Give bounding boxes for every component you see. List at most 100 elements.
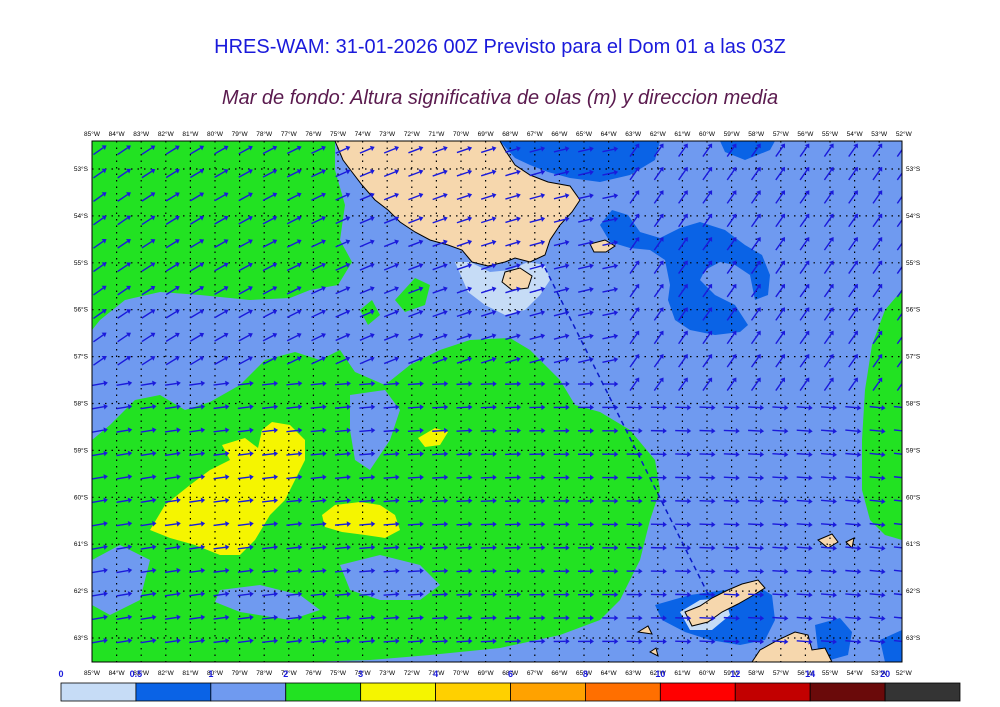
- direction-arrow: [359, 145, 375, 154]
- direction-arrow: [577, 615, 594, 621]
- longitude-label: 77°W: [281, 669, 298, 677]
- direction-arrow: [845, 615, 862, 622]
- direction-arrow: [407, 544, 424, 551]
- direction-arrow: [577, 427, 594, 434]
- longitude-label: 80°W: [207, 669, 224, 677]
- direction-arrow: [164, 544, 181, 550]
- longitude-label: 52°W: [896, 669, 913, 677]
- direction-arrow: [823, 283, 834, 298]
- direction-arrow: [578, 146, 594, 153]
- direction-arrow: [775, 213, 785, 228]
- direction-arrow: [432, 544, 449, 551]
- direction-arrow: [577, 381, 594, 387]
- direction-arrow: [820, 615, 837, 622]
- direction-arrow: [286, 286, 302, 295]
- direction-arrow: [237, 497, 254, 504]
- direction-arrow: [823, 354, 834, 368]
- direction-arrow: [602, 216, 619, 223]
- direction-arrow: [164, 404, 181, 410]
- direction-arrow: [117, 356, 131, 366]
- direction-arrow: [578, 286, 594, 293]
- direction-arrow: [702, 307, 713, 321]
- direction-arrow: [432, 568, 449, 574]
- direction-arrow: [529, 615, 546, 621]
- direction-arrow: [653, 354, 664, 368]
- direction-arrow: [893, 429, 902, 432]
- longitude-label: 77°W: [281, 130, 298, 138]
- longitude-label: 61°W: [674, 669, 691, 677]
- direction-arrow: [529, 356, 546, 364]
- direction-arrow: [286, 450, 303, 457]
- direction-arrow: [602, 474, 619, 481]
- direction-arrow: [650, 521, 667, 528]
- direction-arrow: [286, 332, 302, 342]
- direction-arrow: [629, 237, 640, 251]
- direction-arrow: [650, 451, 667, 458]
- sea-dark-blue-region: [500, 141, 660, 182]
- direction-arrow: [189, 404, 206, 410]
- latitude-label: 60°S: [74, 493, 89, 501]
- direction-arrow: [93, 215, 107, 226]
- direction-arrow: [553, 474, 570, 481]
- longitude-label: 65°W: [576, 130, 593, 138]
- direction-arrow: [505, 615, 522, 621]
- direction-arrow: [189, 614, 206, 621]
- direction-arrow: [723, 615, 740, 621]
- direction-arrow: [626, 615, 643, 621]
- direction-arrow: [650, 591, 667, 598]
- direction-arrow: [772, 545, 789, 551]
- direction-arrow: [629, 166, 640, 181]
- direction-arrow: [262, 497, 279, 504]
- direction-arrow: [629, 260, 640, 274]
- direction-arrow: [699, 428, 716, 434]
- direction-arrow: [723, 591, 740, 598]
- direction-arrow: [189, 285, 205, 296]
- direction-arrow: [602, 310, 619, 317]
- direction-arrow: [93, 168, 107, 179]
- direction-arrow: [893, 452, 902, 455]
- direction-arrow: [602, 638, 619, 645]
- direction-arrow: [93, 145, 107, 156]
- direction-arrow: [675, 428, 692, 434]
- direction-arrow: [629, 283, 640, 298]
- direction-arrow: [480, 638, 497, 645]
- direction-arrow: [93, 332, 107, 343]
- direction-arrow: [383, 614, 400, 621]
- direction-arrow: [189, 474, 206, 480]
- latitude-label: 59°S: [906, 446, 921, 454]
- direction-arrow: [238, 169, 253, 178]
- longitude-label: 59°W: [724, 669, 741, 677]
- direction-arrow: [726, 143, 737, 157]
- direction-arrow: [286, 427, 303, 434]
- longitude-label: 71°W: [428, 669, 445, 677]
- longitude-label: 75°W: [330, 130, 347, 138]
- direction-arrow: [529, 498, 546, 504]
- direction-arrow: [505, 309, 521, 317]
- direction-arrow: [650, 545, 667, 551]
- direction-arrow: [748, 498, 765, 505]
- direction-arrow: [480, 474, 497, 481]
- direction-arrow: [480, 309, 497, 317]
- direction-arrow: [383, 145, 400, 154]
- direction-arrow: [213, 380, 230, 387]
- direction-arrow: [702, 260, 713, 274]
- direction-arrow: [383, 451, 400, 457]
- direction-arrow: [505, 263, 521, 270]
- direction-arrow: [238, 145, 253, 155]
- direction-arrow: [480, 286, 497, 294]
- direction-arrow: [117, 215, 131, 226]
- longitude-label: 60°W: [699, 130, 716, 138]
- direction-arrow: [189, 262, 205, 272]
- direction-arrow: [750, 190, 761, 204]
- longitude-label: 66°W: [551, 130, 568, 138]
- direction-arrow: [750, 377, 761, 391]
- direction-arrow: [626, 568, 643, 575]
- direction-arrow: [553, 638, 570, 645]
- direction-arrow: [869, 615, 886, 622]
- colorbar-boxes: [60, 682, 961, 702]
- direction-arrow: [383, 591, 400, 598]
- direction-arrow: [653, 143, 664, 157]
- direction-arrow: [262, 380, 279, 387]
- direction-arrow: [726, 330, 737, 345]
